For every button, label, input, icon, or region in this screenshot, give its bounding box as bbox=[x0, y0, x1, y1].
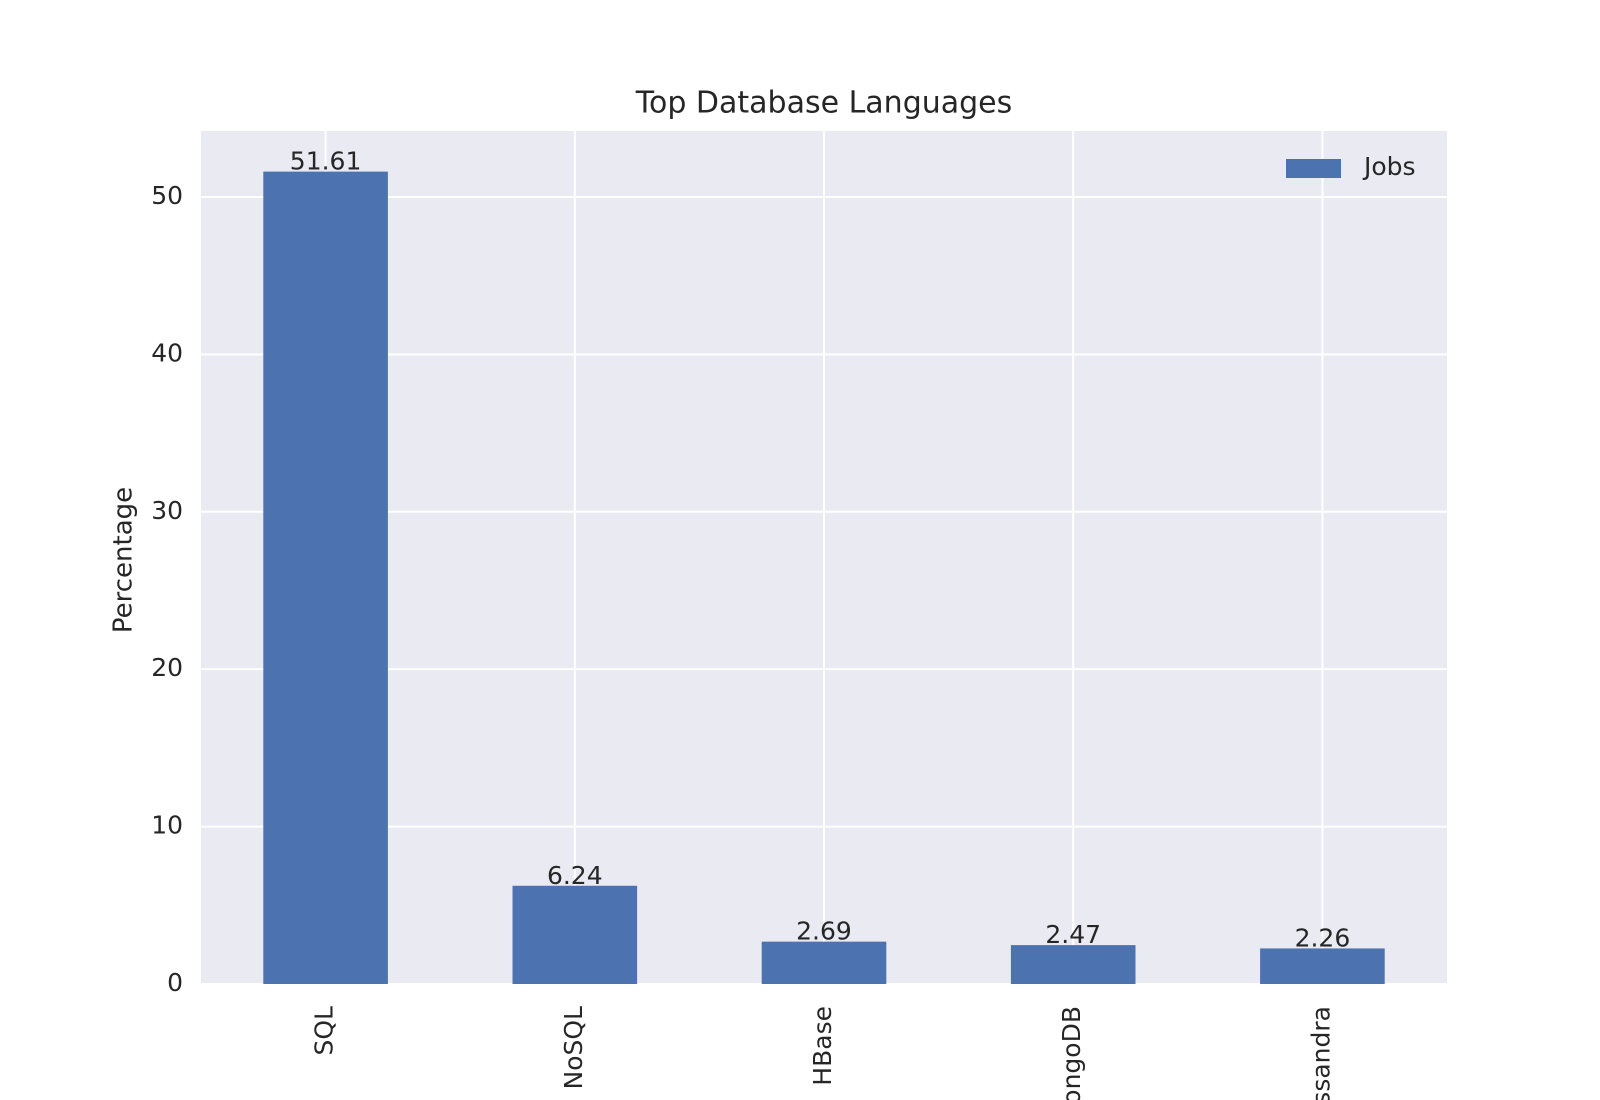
y-tick-label: 30 bbox=[151, 496, 183, 525]
x-tick-label: HBase bbox=[808, 1006, 837, 1086]
data-label: 2.69 bbox=[796, 917, 852, 946]
legend-swatch bbox=[1286, 159, 1341, 178]
y-tick-label: 20 bbox=[151, 653, 183, 682]
y-tick-label: 40 bbox=[151, 338, 183, 367]
x-tick-label: Cassandra bbox=[1306, 1006, 1335, 1100]
y-axis-label: Percentage bbox=[109, 487, 139, 633]
bar bbox=[512, 885, 638, 984]
legend-label: Jobs bbox=[1362, 152, 1416, 181]
data-label: 2.26 bbox=[1295, 923, 1351, 952]
data-label: 51.61 bbox=[290, 147, 362, 176]
data-label: 2.47 bbox=[1045, 920, 1101, 949]
bar bbox=[1010, 945, 1136, 984]
bar bbox=[761, 941, 887, 984]
data-label: 6.24 bbox=[547, 861, 603, 890]
chart-title: Top Database Languages bbox=[635, 86, 1013, 121]
y-tick-label: 10 bbox=[151, 811, 183, 840]
x-tick-label: MongoDB bbox=[1057, 1006, 1086, 1100]
bar bbox=[1260, 948, 1385, 984]
y-tick-label: 50 bbox=[151, 181, 183, 210]
x-tick-label: SQL bbox=[310, 1006, 339, 1056]
bar bbox=[263, 171, 388, 984]
x-tick-label: NoSQL bbox=[559, 1006, 588, 1090]
y-tick-label: 0 bbox=[167, 968, 183, 997]
